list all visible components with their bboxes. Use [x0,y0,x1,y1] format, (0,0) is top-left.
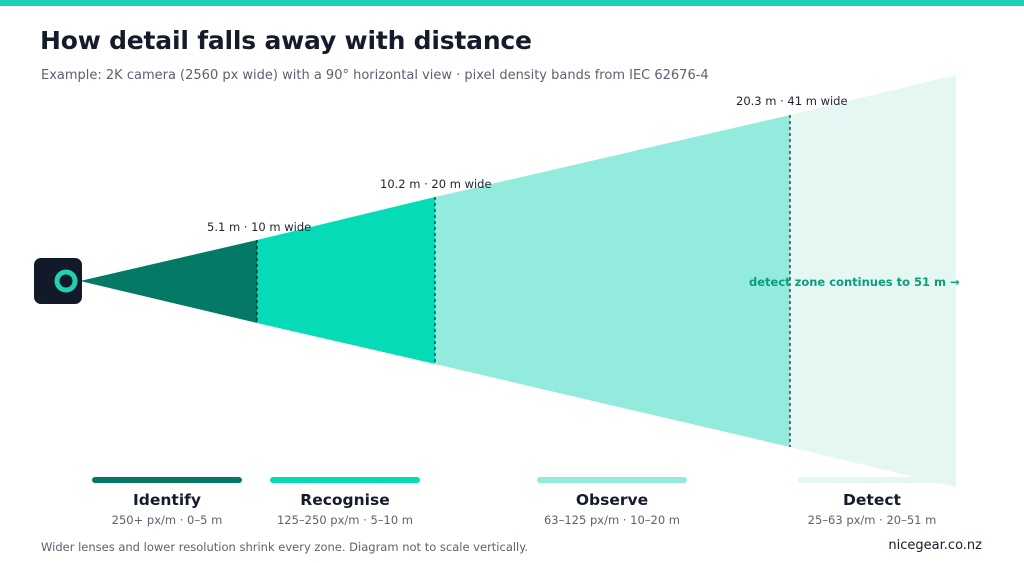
legend-swatch-identify [92,477,242,483]
legend-detail-observe: 63–125 px/m · 10–20 m [543,513,680,527]
recognise-zone [257,197,435,364]
legend-swatch-recognise [270,477,420,483]
observe-zone [435,115,790,447]
legend-detail-recognise: 125–250 px/m · 5–10 m [276,513,413,527]
legend-name-observe: Observe [575,491,649,509]
detect-continuation-note: detect zone continues to 51 m → [749,275,960,289]
legend-recognise: Recognise 125–250 px/m · 5–10 m [270,477,420,527]
boundary-label-observe: 20.3 m · 41 m wide [736,94,848,108]
legend-name-detect: Detect [843,491,901,509]
camera-lens-icon [34,258,82,304]
top-accent-bar [0,0,1024,6]
footer-brand-link[interactable]: nicegear.co.nz [888,538,982,553]
camera-lens-ring [54,269,78,293]
page-title: How detail falls away with distance [40,26,532,55]
legend-name-recognise: Recognise [300,491,390,509]
page-subtitle: Example: 2K camera (2560 px wide) with a… [41,68,709,83]
legend-observe: Observe 63–125 px/m · 10–20 m [537,477,687,527]
legend-swatch-observe [537,477,687,483]
boundary-label-identify: 5.1 m · 10 m wide [207,220,311,234]
legend-swatch-detect [797,477,947,483]
identify-zone [80,240,257,323]
legend-identify: Identify 250+ px/m · 0–5 m [92,477,242,527]
footer-note: Wider lenses and lower resolution shrink… [41,540,529,554]
boundary-label-recognise: 10.2 m · 20 m wide [380,177,492,191]
legend-detail-detect: 25–63 px/m · 20–51 m [807,513,937,527]
legend-detail-identify: 250+ px/m · 0–5 m [111,513,223,527]
legend-name-identify: Identify [133,491,201,509]
detect-zone [790,75,956,487]
legend-detect: Detect 25–63 px/m · 20–51 m [797,477,947,527]
